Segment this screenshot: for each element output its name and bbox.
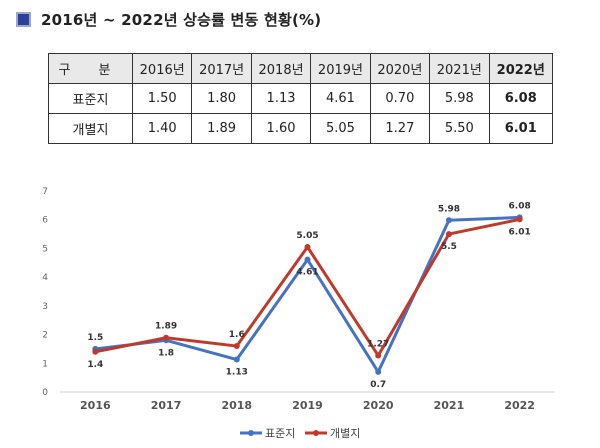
table-cell: 1.50: [131, 83, 193, 114]
table-cell: 5.98: [429, 83, 490, 114]
table-header-label: 구 분: [48, 53, 133, 84]
x-tick-label: 2018: [221, 399, 252, 412]
x-tick-label: 2016: [80, 399, 111, 412]
y-tick-label: 1: [42, 359, 48, 369]
y-tick-label: 3: [42, 302, 48, 312]
table-row: 표준지 1.50 1.80 1.13 4.61 0.70 5.98 6.08: [48, 83, 553, 114]
table-cell: 1.89: [191, 113, 252, 144]
table-cell: 1.60: [250, 113, 312, 144]
line-chart: 0 1 2 3 4 5 6 7 2016 2017 2018 2019 2020 2021 2022 1.5 1…: [42, 187, 555, 440]
table-header-year: 2021년: [429, 53, 490, 84]
data-label: 5.98: [438, 204, 460, 214]
table-cell: 1.40: [131, 113, 193, 144]
data-point: [445, 217, 452, 224]
table-cell: 6.08: [488, 83, 553, 114]
data-label: 1.13: [226, 368, 248, 378]
legend-marker-0: [248, 430, 254, 436]
table-header-year: 2020년: [369, 53, 431, 84]
table-cell: 6.01: [488, 113, 553, 144]
table-cell: 1.13: [250, 83, 312, 114]
title-bullet-icon: [16, 11, 31, 27]
y-tick-label: 6: [42, 216, 48, 226]
data-label: 6.08: [509, 201, 531, 211]
data-label: 5.05: [296, 231, 318, 241]
legend-marker-1: [313, 430, 319, 436]
x-tick-label: 2022: [504, 399, 535, 412]
data-point: [304, 256, 311, 263]
table-cell: 4.61: [310, 83, 371, 114]
y-tick-label: 0: [42, 388, 48, 398]
data-label: 0.7: [370, 380, 386, 390]
data-label: 1.6: [229, 330, 245, 340]
table-header-year: 2016년: [131, 53, 193, 84]
table-cell: 5.05: [310, 113, 371, 144]
legend-label: 표준지: [265, 427, 295, 440]
data-label: 1.27: [367, 340, 389, 350]
x-tick-label: 2021: [434, 399, 465, 412]
y-tick-label: 7: [42, 187, 48, 197]
data-point: [304, 243, 311, 250]
data-label: 1.4: [87, 360, 103, 370]
page-title: 2016년 ~ 2022년 상승률 변동 현황(%): [41, 10, 322, 29]
table-header-year: 2017년: [191, 53, 252, 84]
data-point: [375, 368, 382, 375]
y-tick-label: 5: [42, 244, 48, 254]
rate-table: 구 분 2016년 2017년 2018년 2019년 2020년 2021년 …: [48, 53, 553, 144]
data-point: [516, 216, 523, 223]
data-point: [92, 348, 99, 355]
data-point: [445, 231, 452, 238]
data-label: 1.89: [155, 322, 177, 332]
data-label: 6.01: [509, 227, 531, 237]
y-tick-label: 2: [42, 331, 48, 341]
x-tick-label: 2020: [363, 399, 394, 412]
data-point: [375, 352, 382, 359]
data-point: [233, 343, 240, 350]
table-header-row: 구 분 2016년 2017년 2018년 2019년 2020년 2021년 …: [48, 53, 553, 84]
y-tick-label: 4: [42, 273, 48, 283]
table-cell: 0.70: [369, 83, 431, 114]
table-cell: 1.27: [369, 113, 431, 144]
data-label: 5.5: [441, 242, 457, 252]
table-header-year: 2018년: [250, 53, 312, 84]
table-cell: 5.50: [429, 113, 490, 144]
x-tick-label: 2019: [292, 399, 323, 412]
x-tick-label: 2017: [151, 399, 182, 412]
data-label: 1.8: [158, 348, 174, 358]
legend-label: 개별지: [330, 427, 360, 440]
table-cell: 1.80: [191, 83, 252, 114]
table-header-year: 2022년: [488, 53, 553, 84]
page-title-row: 2016년 ~ 2022년 상승률 변동 현황(%): [16, 8, 321, 30]
data-label: 4.61: [296, 268, 318, 278]
data-point: [233, 356, 240, 363]
data-point: [163, 334, 170, 341]
table-row-label: 개별지: [48, 113, 133, 144]
table-row-label: 표준지: [48, 83, 133, 114]
table-header-year: 2019년: [310, 53, 371, 84]
table-row: 개별지 1.40 1.89 1.60 5.05 1.27 5.50 6.01: [48, 113, 553, 144]
data-label: 1.5: [87, 333, 103, 343]
